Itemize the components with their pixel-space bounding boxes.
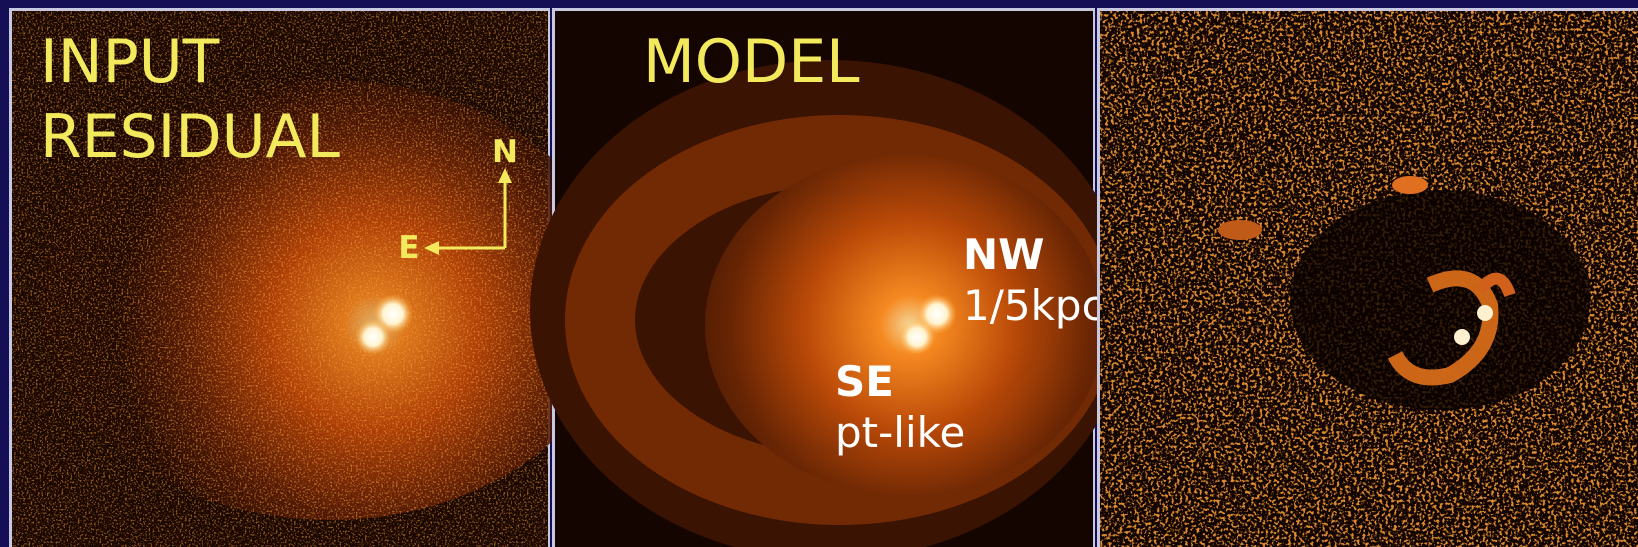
panel-title: INPUT bbox=[40, 27, 220, 97]
residual-blob bbox=[1218, 220, 1262, 240]
residual-nucleus bbox=[1454, 329, 1470, 345]
compass-east: E bbox=[398, 230, 419, 266]
nucleus bbox=[899, 319, 935, 355]
nucleus-name: SE bbox=[835, 357, 894, 406]
residual-arc bbox=[1387, 270, 1499, 386]
compass-north: N bbox=[492, 134, 518, 170]
nucleus-name: NW bbox=[963, 230, 1044, 279]
nucleus bbox=[355, 319, 391, 355]
compass-arrowhead bbox=[424, 241, 439, 255]
panel-title: RESIDUAL bbox=[40, 102, 341, 172]
residual-arc bbox=[1475, 272, 1516, 298]
residual-nucleus bbox=[1477, 305, 1493, 321]
residual-blob bbox=[1392, 176, 1428, 194]
noise bbox=[12, 11, 548, 547]
residual-hole bbox=[1290, 190, 1590, 410]
nucleus-note: pt-like bbox=[835, 408, 965, 457]
nucleus-note: 1/5kpc bbox=[963, 281, 1105, 330]
panel-title: MODEL bbox=[643, 27, 860, 97]
compass-arrowhead bbox=[498, 168, 512, 183]
